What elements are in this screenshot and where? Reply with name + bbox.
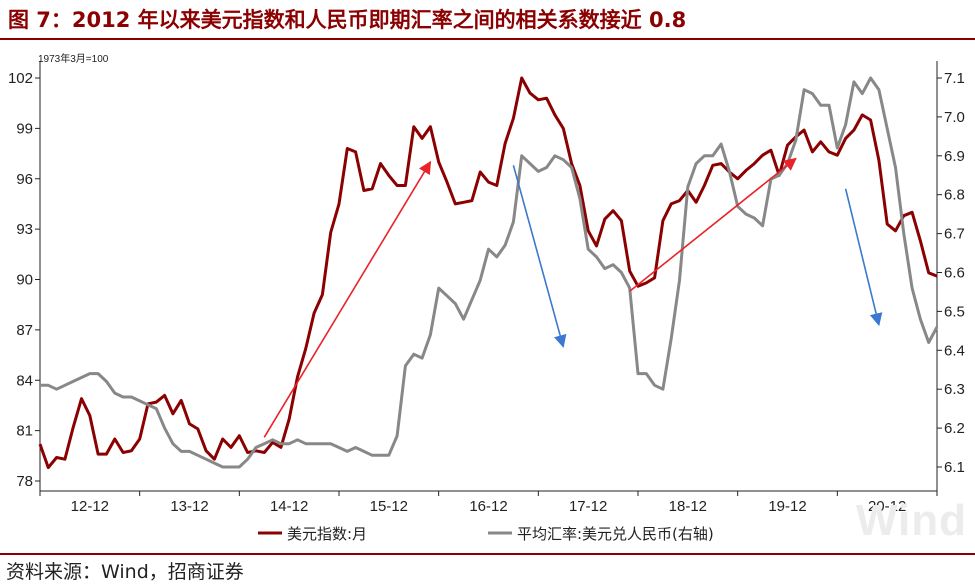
y-right-tick-label: 6.5 <box>944 303 965 320</box>
unit-label: 1973年3月=100 <box>38 52 109 65</box>
chart-title: 图 7：2012 年以来美元指数和人民币即期汇率之间的相关系数接近 0.8 <box>8 8 687 32</box>
y-left-tick-label: 99 <box>16 120 33 137</box>
legend: 美元指数:月 平均汇率:美元兑人民币(右轴) <box>258 525 714 543</box>
y-right-tick-label: 6.8 <box>944 187 965 204</box>
y-right-tick-label: 6.7 <box>944 226 965 243</box>
y-right-tick-label: 7.1 <box>944 70 965 87</box>
wind-watermark: Wind <box>855 496 967 545</box>
trend-arrow-3 <box>629 157 797 292</box>
x-tick-label: 15-12 <box>370 498 408 515</box>
axes: 78 81 84 87 90 93 96 99 102 6.1 6.2 6.3 6.4 6.5 6.6 6.7… <box>8 61 965 515</box>
y-left-tick-label: 84 <box>16 372 33 389</box>
x-tick-label: 20-12 <box>868 498 906 515</box>
trend-arrow-4 <box>844 188 883 327</box>
y-left-tick-label: 96 <box>16 171 33 188</box>
y-right-tick-label: 6.4 <box>944 342 965 359</box>
y-left-tick-label: 102 <box>8 70 33 87</box>
x-tick-label: 12-12 <box>71 498 109 515</box>
y-left-tick-label: 93 <box>16 221 33 238</box>
x-tick-label: 17-12 <box>569 498 607 515</box>
y-right-tick-label: 6.9 <box>944 148 965 165</box>
title-divider <box>0 38 975 40</box>
x-tick-label: 19-12 <box>768 498 806 515</box>
y-left-tick-label: 90 <box>16 272 33 289</box>
y-right-tick-label: 6.6 <box>944 265 965 282</box>
x-tick-label: 16-12 <box>469 498 507 515</box>
y-right-tick-label: 6.1 <box>944 459 965 476</box>
legend-label-cny: 平均汇率:美元兑人民币(右轴) <box>517 525 714 543</box>
y-left-tick-label: 87 <box>16 322 33 339</box>
y-left-tick-label: 78 <box>16 473 33 490</box>
y-right-tick-label: 6.2 <box>944 420 965 437</box>
y-right-tick-label: 7.0 <box>944 109 965 126</box>
y-right-tick-label: 6.3 <box>944 381 965 398</box>
y-left-tick-label: 81 <box>16 423 33 440</box>
source-note: 资料来源：Wind，招商证券 <box>6 561 244 583</box>
x-tick-label: 13-12 <box>170 498 208 515</box>
series-layer <box>38 76 939 470</box>
footer-divider <box>0 553 975 555</box>
annotation-arrows <box>263 157 883 438</box>
x-tick-label: 18-12 <box>669 498 707 515</box>
trend-arrow-2 <box>512 165 567 348</box>
series-line-dxy <box>38 76 938 470</box>
x-tick-label: 14-12 <box>270 498 308 515</box>
trend-arrow-1 <box>263 160 432 438</box>
legend-label-dxy: 美元指数:月 <box>287 525 367 543</box>
